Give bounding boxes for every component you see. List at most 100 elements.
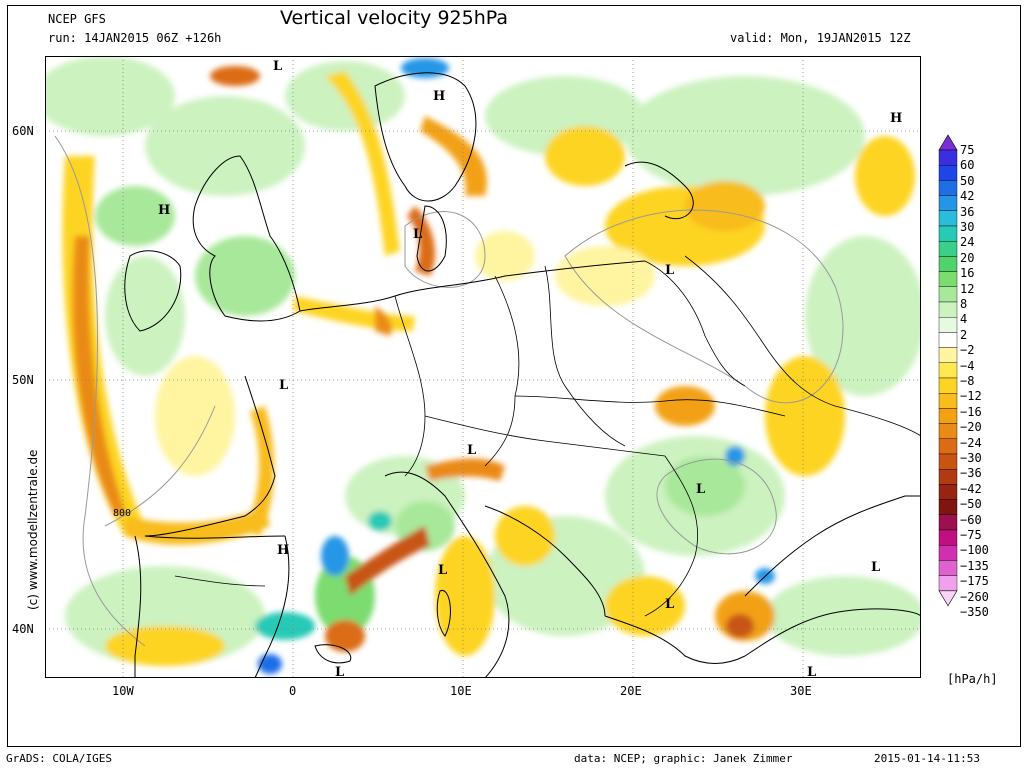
low-center-label: L	[273, 59, 282, 74]
colorbar-tick-label: −260	[960, 589, 989, 604]
colorbar-tick-label: 30	[960, 220, 975, 234]
colorbar-tick-label: 75	[960, 143, 975, 157]
colorbar-swatch	[938, 484, 958, 500]
colorbar-tick-label: 8	[960, 297, 968, 311]
low-center-label: L	[665, 597, 674, 612]
colorbar-swatch	[938, 271, 958, 288]
low-center-label: L	[413, 227, 422, 242]
footer-left: GrADS: COLA/IGES	[6, 752, 112, 765]
colorbar-swatch	[938, 499, 958, 516]
colorbar-swatch	[938, 590, 958, 607]
colorbar-tick-label: −2	[960, 343, 975, 358]
colorbar-tick-label: 50	[960, 173, 975, 188]
footer-center: data: NCEP; graphic: Janek Zimmer	[574, 752, 793, 765]
lon-label-10e: 10E	[450, 684, 472, 698]
colorbar-tick-label: −36	[960, 466, 982, 481]
colorbar-tick-label: −4	[960, 358, 975, 373]
colorbar-swatch	[938, 256, 958, 272]
colorbar-swatch	[938, 165, 958, 181]
country-borders	[174, 255, 921, 617]
colorbar-tick-label: −135	[960, 558, 989, 573]
colorbar-swatch	[938, 514, 958, 531]
colorbar-swatch	[938, 134, 958, 151]
colorbar-unit: [hPa/h]	[947, 672, 998, 686]
colorbar-tick-label: 24	[960, 235, 975, 250]
colorbar-tick-label: 2	[960, 327, 968, 342]
colorbar-tick-label: −100	[960, 543, 989, 558]
low-center-label: L	[696, 482, 705, 497]
lat-label-40n: 40N	[12, 622, 34, 636]
colorbar-tick-label: −350	[960, 605, 989, 619]
colorbar-tick-label: −30	[960, 451, 982, 465]
lat-label-50n: 50N	[12, 373, 34, 387]
run-info: run: 14JAN2015 06Z +126h	[48, 31, 222, 45]
lon-label-30e: 30E	[790, 684, 812, 698]
colorbar-swatch	[938, 301, 958, 318]
colorbar-swatch	[938, 195, 958, 211]
colorbar-tick-label: 12	[960, 281, 975, 296]
model-name: NCEP GFS	[48, 12, 106, 26]
colorbar-tick-label: −60	[960, 512, 982, 527]
colorbar-swatch	[938, 240, 958, 257]
low-center-label: L	[467, 443, 476, 458]
colorbar-swatch	[938, 469, 958, 485]
pressure-contours	[54, 135, 844, 647]
colorbar-swatch	[938, 225, 958, 242]
colorbar-swatch	[938, 210, 958, 227]
lat-label-60n: 60N	[12, 124, 34, 138]
colorbar-swatch	[938, 377, 958, 394]
colorbar-tick-label: −24	[960, 435, 982, 450]
colorbar-swatch	[938, 438, 958, 455]
colorbar-swatch	[938, 316, 958, 333]
colorbar-tick-label: 4	[960, 312, 968, 327]
footer-right: 2015-01-14-11:53	[874, 752, 980, 765]
colorbar-tick-label: −42	[960, 481, 982, 496]
colorbar-swatch	[938, 347, 958, 364]
colorbar	[938, 134, 958, 607]
low-center-label: L	[807, 665, 816, 678]
colorbar-tick-label: −175	[960, 574, 989, 589]
page-title: Vertical velocity 925hPa	[280, 7, 509, 29]
lon-label-0: 0	[289, 684, 297, 698]
colorbar-swatch	[938, 393, 958, 409]
colorbar-tick-label: 16	[960, 266, 975, 281]
colorbar-swatch	[938, 529, 958, 546]
high-center-label: H	[890, 111, 902, 126]
colorbar-tick-label: −12	[960, 389, 982, 404]
colorbar-swatch	[938, 575, 958, 592]
low-center-label: L	[665, 263, 674, 278]
colorbar-swatch	[938, 332, 958, 348]
colorbar-tick-label: 60	[960, 158, 975, 173]
colorbar-tick-label: −20	[960, 420, 982, 435]
colorbar-tick-label: −75	[960, 528, 982, 542]
low-center-label: L	[335, 665, 344, 678]
high-center-label: H	[158, 203, 170, 218]
colorbar-tick-label: −8	[960, 374, 975, 388]
colorbar-swatch	[938, 560, 958, 576]
colorbar-swatch	[938, 149, 958, 166]
colorbar-swatch	[938, 453, 958, 470]
low-center-label: L	[279, 378, 288, 393]
high-center-label: H	[433, 89, 445, 104]
side-credit: (c) www.modellzentrale.de	[26, 449, 40, 610]
velocity-field	[45, 56, 921, 674]
vertical-velocity-map: L H H H L L L L H L L L L L L 800	[45, 56, 921, 678]
map-border	[45, 56, 921, 678]
lon-label-10w: 10W	[112, 684, 134, 698]
contour-value-label: 800	[113, 508, 131, 519]
valid-time: valid: Mon, 19JAN2015 12Z	[730, 31, 911, 45]
colorbar-tick-label: −16	[960, 404, 982, 419]
colorbar-tick-label: 36	[960, 204, 975, 219]
colorbar-swatch	[938, 180, 958, 196]
colorbar-tick-label: −50	[960, 497, 982, 512]
high-center-label: H	[277, 543, 289, 558]
colorbar-swatch	[938, 408, 958, 424]
low-center-label: L	[438, 563, 447, 578]
outer-frame	[7, 5, 1021, 747]
lon-label-20e: 20E	[620, 684, 642, 698]
coastlines	[124, 72, 921, 678]
colorbar-tick-label: 42	[960, 189, 975, 204]
colorbar-swatch	[938, 545, 958, 561]
colorbar-swatch	[938, 362, 958, 379]
colorbar-swatch	[938, 423, 958, 440]
